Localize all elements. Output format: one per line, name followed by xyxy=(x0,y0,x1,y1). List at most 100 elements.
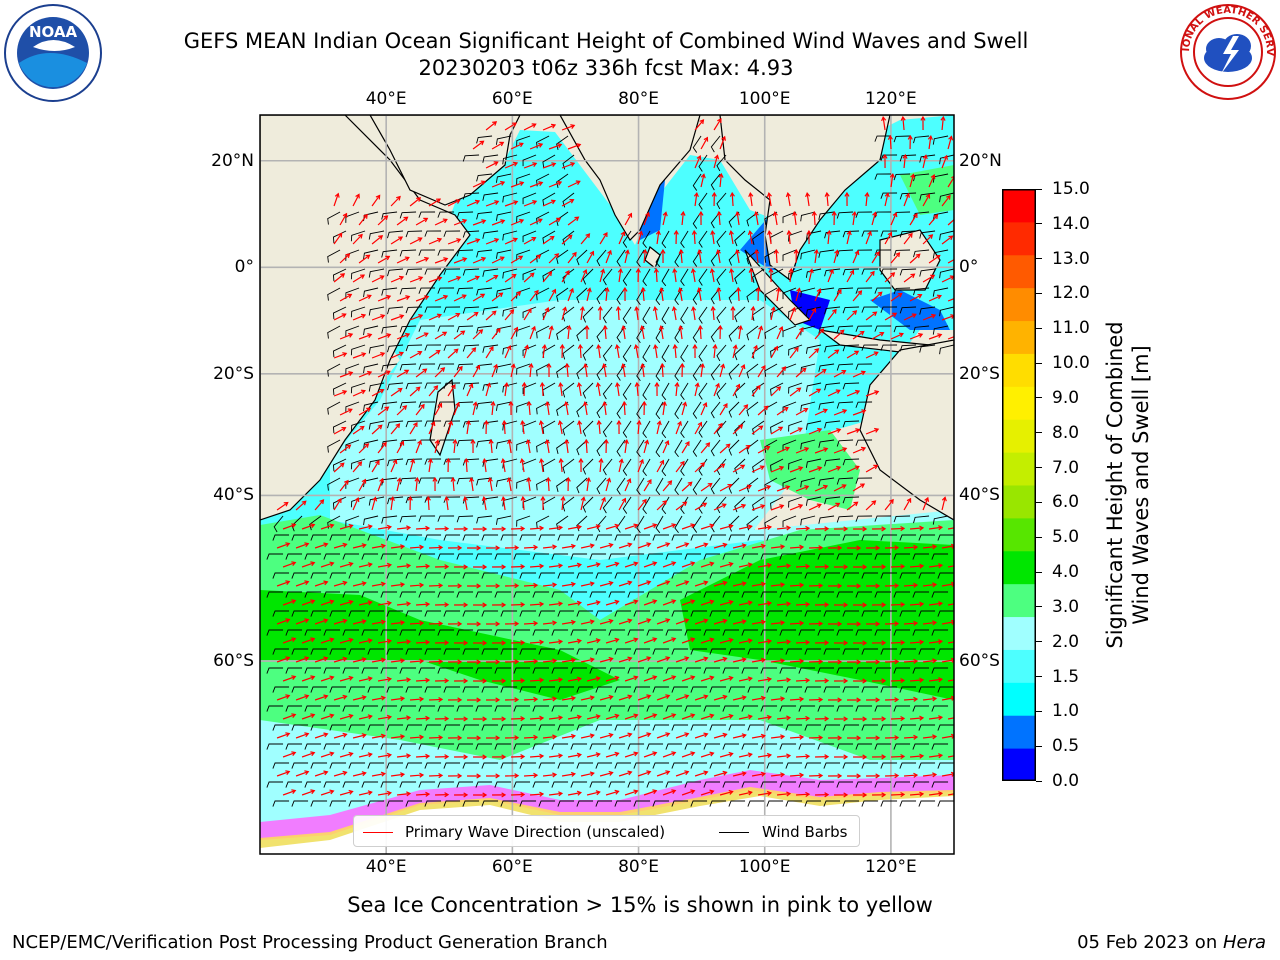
wave-arrow xyxy=(713,695,727,701)
wind-barb xyxy=(734,496,746,513)
wave-arrow xyxy=(465,458,468,473)
wave-arrow xyxy=(548,217,561,226)
wave-arrow xyxy=(796,755,810,758)
wave-arrow xyxy=(396,526,411,530)
wave-arrowhead xyxy=(437,276,443,282)
wave-arrow xyxy=(542,545,557,549)
wave-arrowhead xyxy=(786,601,792,607)
wave-arrow xyxy=(339,480,349,492)
wind-barb xyxy=(710,401,721,419)
wave-arrowhead xyxy=(894,583,900,589)
wave-arrowhead xyxy=(589,250,595,256)
wave-arrowhead xyxy=(595,524,601,530)
wave-arrow xyxy=(396,369,409,378)
wave-arrowhead xyxy=(665,694,671,700)
wind-barb xyxy=(842,382,860,390)
wave-arrowhead xyxy=(905,192,910,198)
wave-arrowhead xyxy=(403,216,409,222)
wave-arrowhead xyxy=(747,752,753,758)
wind-barb xyxy=(285,667,303,674)
wave-arrow xyxy=(561,270,570,283)
wave-arrow xyxy=(698,288,702,302)
wind-barb xyxy=(424,306,442,313)
wind-barb xyxy=(716,306,727,324)
wind-barb xyxy=(424,458,442,465)
wind-barb xyxy=(636,249,645,267)
wave-arrow xyxy=(352,734,366,739)
wind-barb xyxy=(589,553,607,560)
wave-arrow xyxy=(377,526,391,530)
wave-arrow xyxy=(415,257,429,264)
wave-arrowhead xyxy=(805,791,811,797)
wind-barb xyxy=(456,781,474,788)
wind-barb xyxy=(788,458,803,470)
axis-label: 60°S xyxy=(213,651,254,672)
wind-barb xyxy=(437,515,455,522)
wind-barb xyxy=(661,420,670,439)
wave-arrow xyxy=(548,792,563,796)
wind-barb xyxy=(476,401,493,410)
wave-arrowhead xyxy=(367,333,373,339)
wave-arrowhead xyxy=(786,229,792,235)
wind-barb xyxy=(538,610,556,617)
wave-arrowhead xyxy=(570,581,577,587)
wave-arrow xyxy=(910,793,924,796)
wave-arrow xyxy=(662,523,676,530)
wind-barb xyxy=(760,667,778,674)
wave-arrowhead xyxy=(514,621,520,627)
wind-barb xyxy=(332,344,347,358)
colorbar-tick-label: 13.0 xyxy=(1052,248,1090,269)
wave-arrow xyxy=(371,424,383,435)
wave-arrow xyxy=(295,771,309,777)
wind-barb xyxy=(310,648,328,655)
wind-barb xyxy=(329,724,347,731)
wave-arrow xyxy=(891,603,905,606)
wave-arrow xyxy=(510,364,515,378)
wind-barb xyxy=(387,496,404,505)
wind-barb xyxy=(899,154,917,162)
wave-arrowhead xyxy=(913,734,919,740)
wind-barb xyxy=(728,572,746,579)
wave-arrowhead xyxy=(805,639,811,645)
wave-arrowhead xyxy=(750,305,756,311)
wave-arrowhead xyxy=(910,173,916,179)
wind-barb xyxy=(746,515,759,531)
wave-arrowhead xyxy=(583,438,589,444)
wave-arrowhead xyxy=(948,235,954,241)
wind-barb xyxy=(304,553,322,560)
wind-barb xyxy=(861,648,879,655)
wind-barb xyxy=(418,705,436,712)
wave-arrow xyxy=(656,732,670,739)
wind-barb xyxy=(919,306,936,315)
wave-arrow xyxy=(580,734,594,739)
wave-arrowhead xyxy=(552,734,558,740)
wave-arrowhead xyxy=(576,638,582,644)
wave-arrowhead xyxy=(716,210,722,216)
wave-arrowhead xyxy=(495,583,501,589)
wind-barb xyxy=(823,800,841,807)
wind-barb xyxy=(456,591,474,598)
wave-arrow xyxy=(624,213,632,226)
wind-barb xyxy=(616,325,626,343)
wave-arrow xyxy=(751,735,765,739)
wind-barb xyxy=(405,268,423,276)
wave-arrow xyxy=(846,501,858,511)
wave-arrow xyxy=(711,231,715,245)
wave-arrow xyxy=(757,446,770,454)
wave-arrowhead xyxy=(606,477,612,483)
wave-arrowhead xyxy=(372,496,378,502)
wave-arrow xyxy=(789,347,799,359)
wave-arrowhead xyxy=(283,501,289,507)
wind-barb xyxy=(861,686,879,693)
wave-arrowhead xyxy=(834,249,840,255)
wind-barb xyxy=(746,287,759,303)
wave-arrowhead xyxy=(684,770,690,776)
wind-barb xyxy=(437,325,455,332)
wave-arrow xyxy=(624,714,638,720)
wave-arrowhead xyxy=(836,465,842,471)
wind-barb xyxy=(899,268,917,276)
wave-arrowhead xyxy=(855,389,861,395)
colorbar-tick-mark xyxy=(1036,536,1042,538)
axis-label: 40°S xyxy=(959,485,1000,506)
wind-barb xyxy=(760,629,778,636)
